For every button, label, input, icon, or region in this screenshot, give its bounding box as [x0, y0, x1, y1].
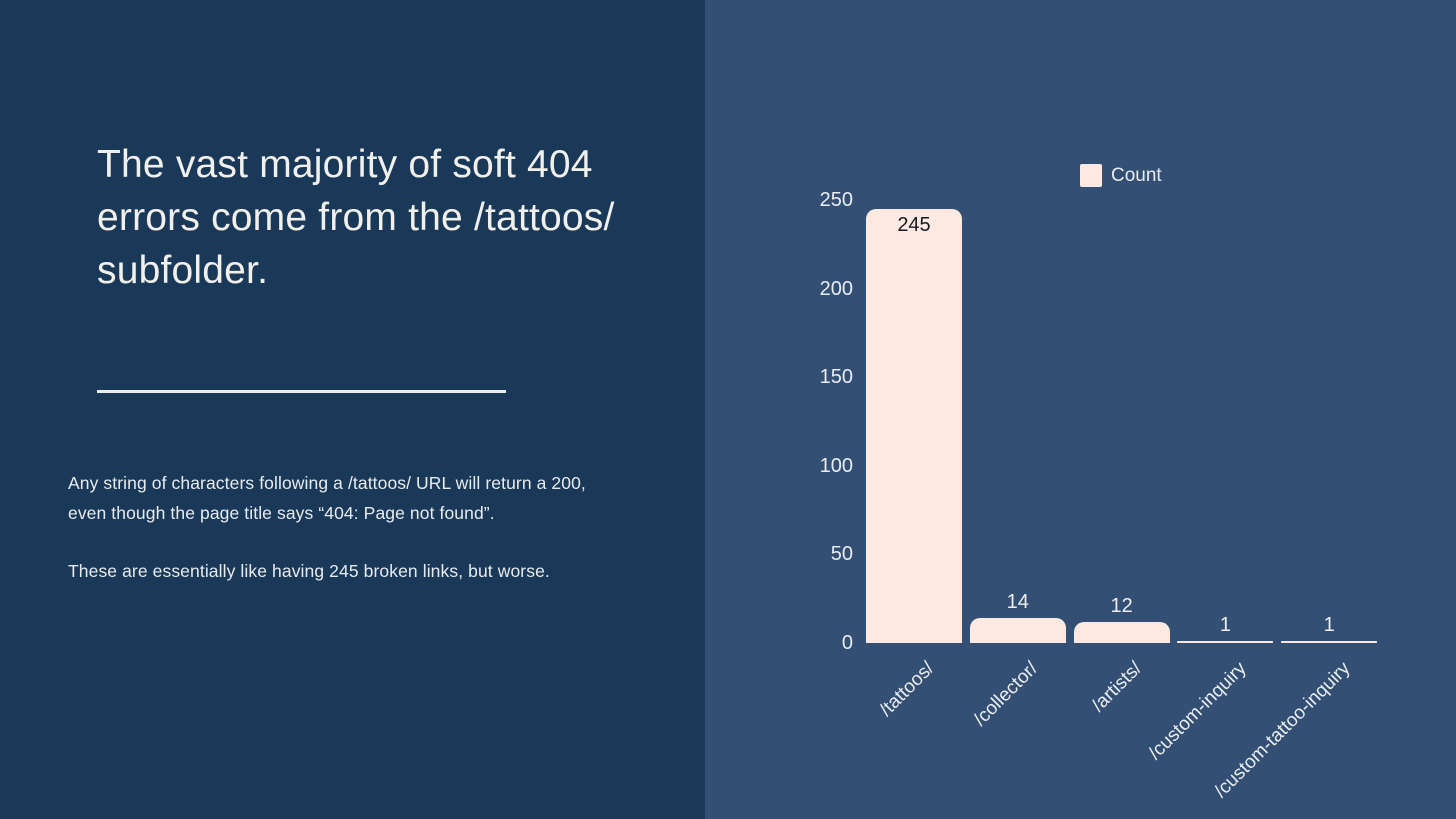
divider-line — [97, 390, 506, 393]
x-axis-label-artists: /artists/ — [1088, 658, 1147, 717]
body-paragraph-1: Any string of characters following a /ta… — [68, 468, 628, 528]
y-axis-tick-label: 50 — [830, 543, 853, 566]
bar-value-label: 12 — [1110, 594, 1133, 617]
body-text-line: Any string of characters following a /ta… — [68, 473, 586, 493]
bar-collector — [969, 618, 1066, 643]
bar-custom-tattoo-inquiry — [1281, 641, 1378, 643]
left-panel: The vast majority of soft 404 errors com… — [0, 0, 705, 819]
bar-value-label: 14 — [1006, 591, 1029, 614]
y-axis-tick-label: 100 — [819, 454, 853, 477]
y-axis-tick-label: 250 — [819, 189, 853, 211]
body-paragraph-2: These are essentially like having 245 br… — [68, 561, 550, 581]
headline-line: The vast majority of — [97, 143, 442, 186]
bar-value-label: 245 — [897, 213, 931, 236]
bar-chart: Count 0 50 100 150 200 250 245/tattoos/14/coll… — [705, 0, 1456, 819]
bar-tattoos — [866, 208, 962, 643]
legend-label: Count — [1111, 164, 1162, 186]
body-text-line: even though the page title says “404: Pa… — [68, 503, 495, 523]
bar-value-label: 1 — [1219, 614, 1231, 636]
headline-line: soft 404 errors come — [97, 143, 593, 239]
headline: The vast majority of soft 404 errors com… — [97, 138, 705, 297]
y-axis-tick-label: 200 — [819, 277, 853, 300]
bar-value-label: 1 — [1323, 614, 1335, 636]
chart-legend: Count — [1080, 164, 1162, 187]
x-axis-label-collector: /collector/ — [970, 658, 1043, 731]
y-axis-tick-label: 0 — [841, 632, 853, 654]
headline-line: subfolder. — [97, 249, 269, 292]
x-axis-label-tattoos: /tattoos/ — [876, 658, 939, 721]
bar-custom-inquiry — [1177, 641, 1274, 643]
x-axis-label-custom-inquiry: /custom-inquiry — [1144, 658, 1251, 764]
y-axis-tick-label: 150 — [819, 366, 853, 389]
legend-swatch-icon — [1080, 164, 1102, 187]
body-copy: Any string of characters following a /ta… — [68, 468, 628, 586]
headline-line: from the /tattoos/ — [318, 196, 615, 239]
bar-artists — [1073, 621, 1170, 643]
